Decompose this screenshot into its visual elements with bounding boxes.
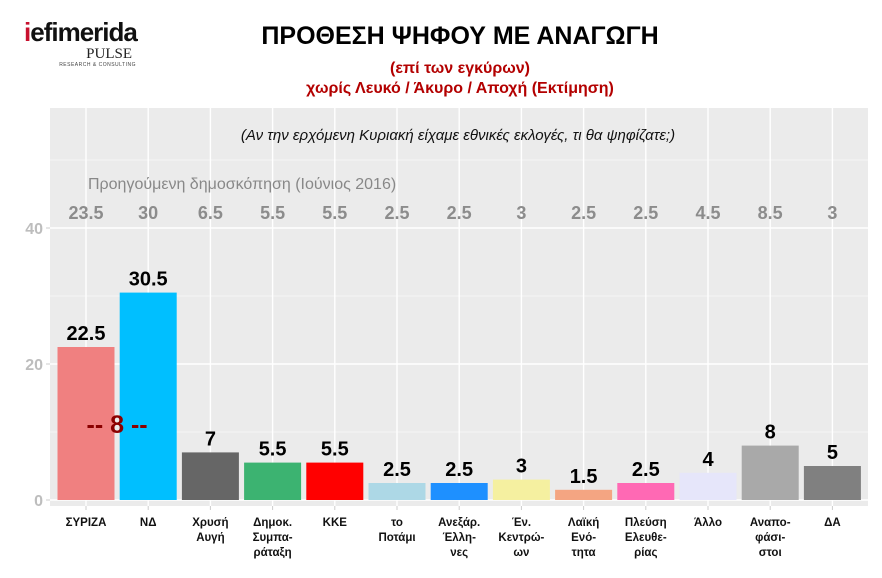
bar-value-label: 3 [516, 456, 527, 478]
y-tick-label: 40 [25, 221, 43, 238]
previous-value-label: 6.5 [198, 203, 223, 223]
bar [741, 445, 799, 500]
bar-value-label: 2.5 [383, 459, 411, 481]
x-category-label: Πλεύση [625, 517, 667, 529]
bar-value-label: 1.5 [570, 466, 598, 488]
bar-value-label: 2.5 [445, 459, 473, 481]
x-category-label: ΔΑ [824, 517, 841, 529]
bar [57, 347, 115, 500]
x-category-label: το [391, 517, 403, 529]
x-category-label: Κεντρώ- [498, 532, 544, 544]
bar-value-label: 5.5 [321, 439, 349, 461]
bar-value-label: 7 [205, 428, 216, 450]
previous-value-label: 8.5 [758, 203, 783, 223]
x-category-label: Άλλο [694, 517, 722, 529]
bar [555, 489, 613, 500]
previous-value-label: 2.5 [384, 203, 409, 223]
previous-value-label: 3 [827, 203, 837, 223]
bar-value-label: 2.5 [632, 459, 660, 481]
lead-gap-annotation: -- 8 -- [87, 411, 148, 439]
bar [430, 483, 488, 500]
bar [492, 479, 550, 500]
x-category-label: Ποτάμι [378, 532, 415, 544]
logo-pulse: PULSE [86, 46, 132, 62]
chart-subtitle-1: (επί των εγκύρων) [390, 60, 530, 77]
x-category-label: τητα [572, 547, 596, 559]
logo-rest: efimerida [30, 17, 138, 47]
x-category-label: Λαϊκή [568, 517, 599, 529]
x-category-label: Αναπο- [750, 517, 791, 529]
x-category-label: ΣΥΡΙΖΑ [66, 517, 107, 529]
previous-value-label: 23.5 [68, 203, 103, 223]
x-category-label: στοι [759, 547, 782, 559]
logo-wordmark: iefimerida [24, 18, 142, 46]
previous-value-label: 2.5 [571, 203, 596, 223]
previous-value-label: 4.5 [695, 203, 720, 223]
previous-value-label: 3 [516, 203, 526, 223]
x-category-label: Έν. [512, 517, 531, 529]
x-category-label: ράταξη [253, 547, 291, 559]
bar-value-label: 5.5 [259, 439, 287, 461]
x-category-label: Ενό- [571, 532, 596, 544]
x-category-label: Ελευθε- [625, 532, 667, 544]
logo-i: i [24, 17, 31, 47]
iefimerida-pulse-logo: iefimerida PULSE RESEARCH & CONSULTING [24, 18, 142, 68]
y-tick-label: 20 [25, 357, 43, 374]
bar-value-label: 8 [765, 422, 776, 444]
bar [244, 462, 302, 500]
previous-value-label: 5.5 [260, 203, 285, 223]
chart-subtitle-2: χωρίς Λευκό / Άκυρο / Αποχή (Εκτίμηση) [306, 80, 614, 97]
bar [306, 462, 364, 500]
x-category-label: ΝΔ [140, 517, 157, 529]
x-category-label: Αυγή [196, 532, 224, 544]
bar [679, 472, 737, 500]
chart-title: ΠΡΟΘΕΣΗ ΨΗΦΟΥ ΜΕ ΑΝΑΓΩΓΗ [261, 22, 659, 50]
x-category-label: Έλλη- [442, 532, 476, 544]
previous-value-label: 5.5 [322, 203, 347, 223]
x-category-label: ρίας [634, 547, 657, 559]
x-category-label: Χρυσή [192, 517, 228, 529]
bar-value-label: 22.5 [67, 323, 106, 345]
x-category-label: Δημοκ. [253, 517, 292, 529]
bar-value-label: 30.5 [129, 269, 168, 291]
x-category-label: Ανεξάρ. [438, 517, 480, 529]
x-category-label: ΚΚΕ [323, 517, 348, 529]
y-tick-label: 0 [34, 493, 43, 510]
x-category-label: νες [450, 547, 468, 559]
logo-pulse-sub: RESEARCH & CONSULTING [59, 62, 136, 68]
x-category-label: Συμπα- [253, 532, 293, 544]
bar-value-label: 5 [827, 442, 838, 464]
previous-value-label: 2.5 [633, 203, 658, 223]
bar [617, 483, 675, 500]
bar [119, 292, 177, 500]
x-category-label: ων [513, 547, 529, 559]
bar-value-label: 4 [702, 449, 714, 471]
survey-question: (Αν την ερχόμενη Κυριακή είχαμε εθνικές … [241, 127, 675, 144]
bar [803, 466, 861, 500]
x-category-label: φάσι- [755, 532, 785, 544]
previous-value-label: 30 [138, 203, 158, 223]
bar [181, 452, 239, 500]
bar [368, 483, 426, 500]
previous-value-label: 2.5 [447, 203, 472, 223]
previous-poll-label: Προηγούμενη δημοσκόπηση (Ιούνιος 2016) [88, 176, 396, 193]
